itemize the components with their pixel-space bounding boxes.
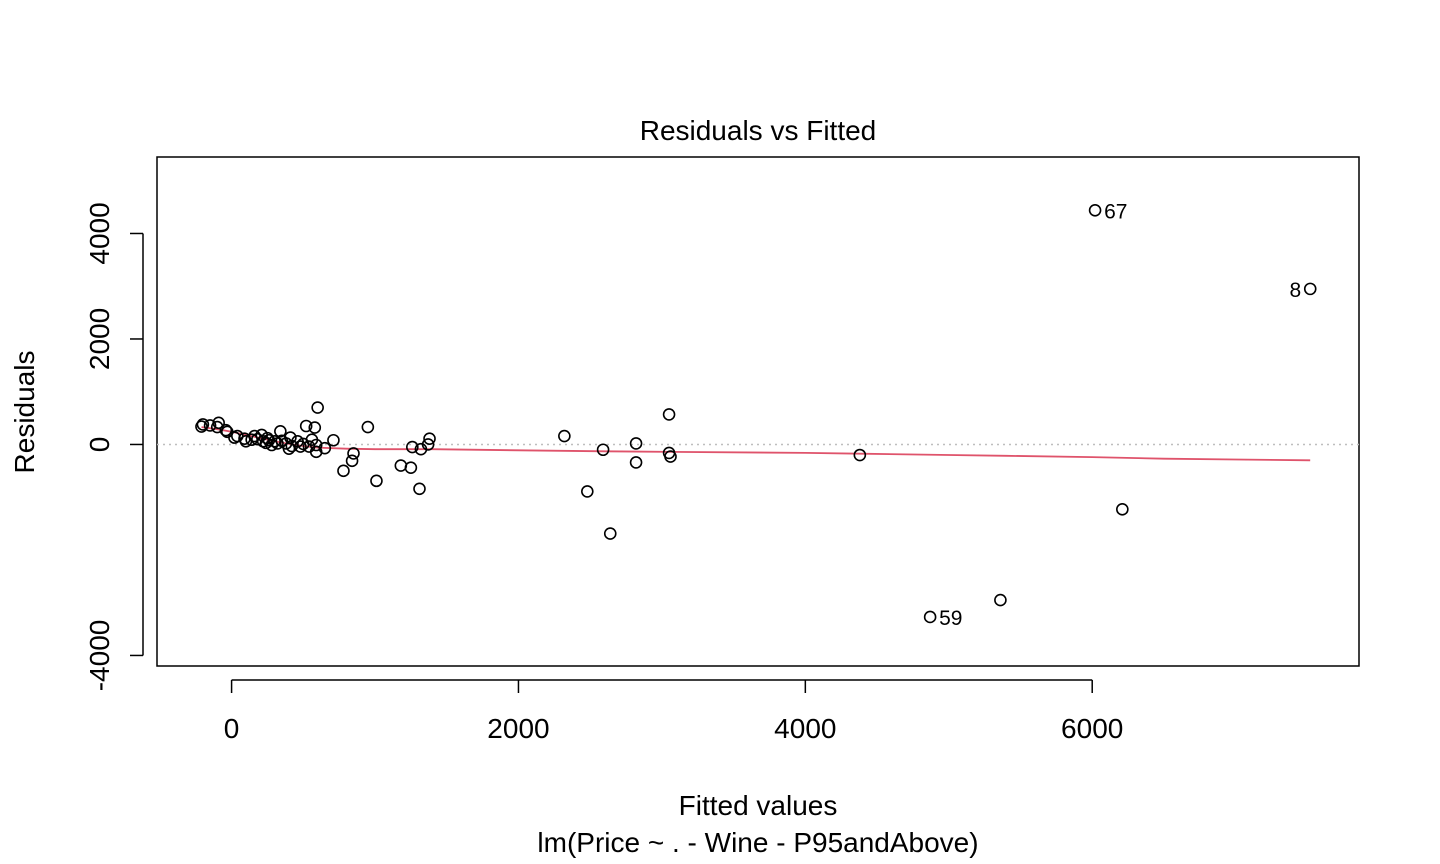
x-tick-label: 4000 (774, 713, 836, 744)
data-point (421, 438, 435, 451)
data-point (581, 485, 594, 498)
point-label: 8 (1290, 279, 1302, 302)
y-tick-label: -4000 (84, 620, 115, 692)
data-point (370, 474, 383, 488)
x-tick-label: 2000 (487, 713, 549, 744)
x-tick-label: 6000 (1061, 713, 1123, 744)
data-point (394, 459, 408, 472)
data-point (274, 424, 287, 438)
y-axis: -4000 0 2000 4000 (84, 202, 144, 692)
data-point (219, 423, 233, 437)
data-point (195, 420, 208, 433)
data-point (629, 456, 643, 469)
point-label: 59 (939, 607, 962, 630)
chart-title: Residuals vs Fitted (640, 115, 877, 146)
data-point (345, 454, 359, 468)
data-point (284, 431, 297, 444)
data-point (308, 421, 322, 434)
points-group (195, 203, 1317, 624)
data-point (404, 461, 418, 474)
data-point (196, 418, 210, 431)
x-axis: 0 2000 4000 6000 (224, 679, 1123, 744)
data-point (406, 440, 419, 454)
smoother-line (201, 426, 1311, 462)
data-point (596, 443, 610, 457)
model-formula-label: lm(Price ~ . - Wine - P95andAbove) (537, 827, 978, 858)
data-point (261, 431, 274, 445)
data-point (423, 432, 436, 445)
data-point (662, 408, 676, 421)
data-point (210, 420, 224, 434)
data-point (203, 419, 217, 432)
smoother-line-group (201, 426, 1311, 462)
y-tick-label: 4000 (84, 202, 115, 264)
point-labels-group: 59 67 8 (939, 200, 1301, 630)
data-point (629, 437, 643, 450)
data-point (923, 610, 937, 624)
data-point (318, 441, 332, 455)
data-point (294, 440, 307, 453)
data-point (853, 448, 867, 462)
data-point (361, 420, 375, 434)
data-point (1088, 203, 1102, 217)
data-point (347, 447, 360, 460)
data-point (413, 482, 426, 496)
data-point (299, 419, 313, 433)
x-tick-label: 0 (224, 713, 240, 744)
data-point (994, 593, 1007, 607)
x-axis-label: Fitted values (679, 790, 838, 821)
data-point (1303, 282, 1317, 296)
point-label: 67 (1104, 200, 1127, 223)
data-point (1116, 503, 1129, 516)
y-tick-label: 2000 (84, 308, 115, 370)
data-point (664, 450, 677, 463)
data-point (558, 429, 571, 443)
y-axis-label: Residuals (9, 351, 40, 474)
data-point (327, 433, 340, 447)
data-point (268, 435, 281, 448)
data-point (309, 438, 323, 452)
data-point (603, 527, 617, 540)
data-point (337, 464, 350, 478)
data-point (311, 401, 324, 414)
plot-frame (156, 156, 1360, 667)
y-tick-label: 0 (84, 437, 115, 453)
